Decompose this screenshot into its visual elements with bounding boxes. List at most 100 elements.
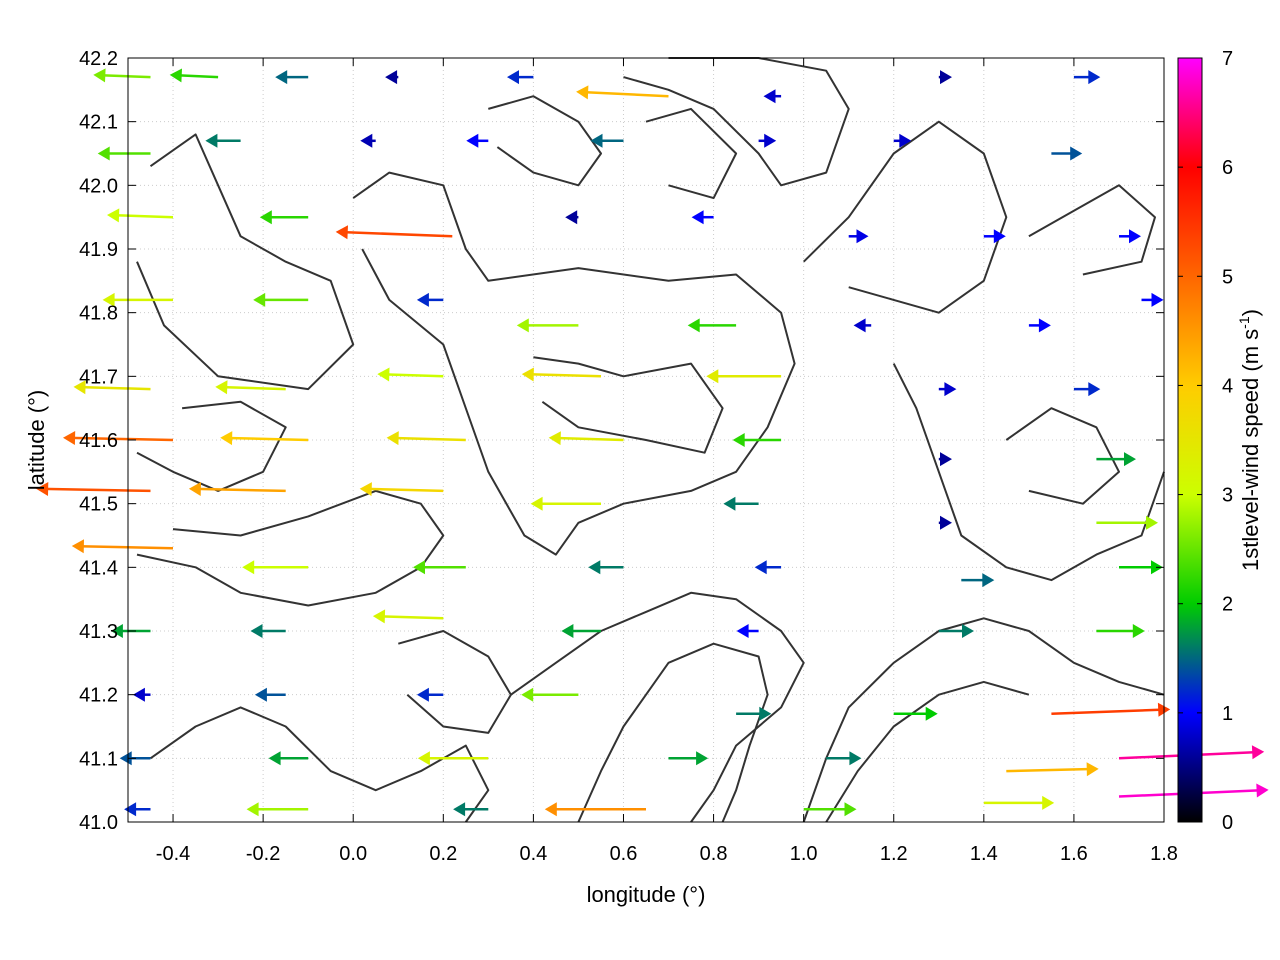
wind-vector-head xyxy=(124,802,137,817)
x-tick-label: 1.2 xyxy=(880,843,908,865)
x-tick-label: 0.2 xyxy=(429,843,457,865)
colorbar-tick-label: 1 xyxy=(1222,703,1233,725)
wind-vector-head xyxy=(732,433,745,447)
wind-vector-head xyxy=(377,367,390,382)
contour-line-11 xyxy=(136,489,445,607)
wind-vector xyxy=(275,70,309,85)
wind-vector xyxy=(250,624,286,638)
wind-vector xyxy=(588,560,624,575)
x-tick-label: 0.0 xyxy=(339,843,367,865)
wind-vector-head xyxy=(993,229,1006,244)
wind-vector-head xyxy=(944,382,957,397)
wind-vector xyxy=(521,687,579,702)
wind-vector xyxy=(205,133,241,148)
wind-vector-head xyxy=(372,609,386,624)
x-tick-label: 1.6 xyxy=(1060,843,1088,865)
wind-vector-head xyxy=(723,496,736,511)
wind-vector xyxy=(1096,624,1145,638)
wind-vector-head xyxy=(849,751,862,766)
wind-vectors xyxy=(36,68,1269,817)
wind-vector xyxy=(938,70,952,85)
wind-vector-head xyxy=(335,225,348,240)
wind-vector-head xyxy=(71,539,84,554)
wind-vector xyxy=(732,433,782,447)
wind-vector xyxy=(1119,229,1141,244)
wind-vector-head xyxy=(386,431,399,446)
wind-vector xyxy=(73,380,151,395)
colorbar-title-main: 1stlevel-wind speed (m s xyxy=(1238,329,1263,571)
contour-line-17 xyxy=(398,630,512,734)
wind-vector xyxy=(36,482,151,496)
wind-vector xyxy=(507,70,534,85)
wind-vector-head xyxy=(188,482,201,496)
wind-vector-shaft xyxy=(384,373,444,378)
wind-vector xyxy=(590,133,624,148)
wind-vector xyxy=(254,687,286,702)
wind-vector-shaft xyxy=(1051,708,1164,716)
wind-vector xyxy=(1051,702,1171,717)
wind-vector xyxy=(416,687,444,702)
colorbar-title-superscript: -1 xyxy=(1236,316,1252,329)
wind-vector xyxy=(530,496,601,511)
colorbar-tick-label: 6 xyxy=(1222,157,1233,179)
wind-vector-head xyxy=(853,318,866,333)
wind-vector-head xyxy=(548,431,561,446)
wind-vector xyxy=(691,210,714,225)
wind-vector-head xyxy=(736,624,749,638)
wind-vector-shaft xyxy=(222,385,286,391)
contour-line-2 xyxy=(533,356,724,454)
wind-vector-head xyxy=(844,802,857,817)
wind-vector xyxy=(169,68,219,83)
contour-line-15 xyxy=(825,680,1030,823)
wind-vector-shaft xyxy=(196,487,286,493)
wind-vector-head xyxy=(521,367,534,382)
wind-vector-head xyxy=(1042,795,1055,810)
wind-vector xyxy=(107,208,174,223)
contour-line-12 xyxy=(510,591,805,823)
colorbar-title-close: ) xyxy=(1238,309,1263,316)
contour-line-13 xyxy=(577,642,769,823)
wind-vector xyxy=(188,482,286,496)
wind-vector xyxy=(268,751,309,766)
wind-vector xyxy=(242,560,309,575)
wind-vector-head xyxy=(97,146,110,161)
wind-vector-head xyxy=(590,133,603,148)
y-tick-label: 41.5 xyxy=(79,494,118,516)
contour-line-3 xyxy=(488,95,602,187)
wind-vector-head xyxy=(962,624,974,638)
wind-vector-head xyxy=(1151,292,1164,307)
wind-vector xyxy=(359,482,444,496)
wind-vector xyxy=(246,802,309,817)
wind-vector xyxy=(466,133,489,148)
wind-vector-shaft xyxy=(227,436,309,442)
colorbar-ticks: 0 1 2 3 4 5 6 7 xyxy=(1178,48,1233,834)
wind-vector-head xyxy=(856,229,869,244)
wind-vector xyxy=(372,609,444,624)
wind-vector-head xyxy=(561,624,574,638)
wind-vector-head xyxy=(1146,515,1158,530)
wind-vector-head xyxy=(220,431,233,446)
wind-vector xyxy=(386,431,466,446)
wind-vector-head xyxy=(359,482,372,496)
wind-vector-head xyxy=(259,210,272,225)
wind-vector xyxy=(548,431,624,446)
wind-vector-head xyxy=(507,70,519,85)
wind-vector xyxy=(983,795,1055,810)
y-tick-label: 41.1 xyxy=(79,748,118,770)
colorbar-tick-label: 7 xyxy=(1222,48,1233,70)
contour-line-14 xyxy=(802,617,1165,823)
colorbar-tick-label: 3 xyxy=(1222,485,1233,507)
wind-vector xyxy=(516,318,579,333)
wind-vector-head xyxy=(246,802,259,817)
wind-vector-head xyxy=(416,687,429,702)
wind-vector xyxy=(803,802,857,817)
wind-vector xyxy=(1073,70,1101,85)
y-axis-title: latitude (°) xyxy=(24,390,49,491)
wind-vector-shaft xyxy=(114,213,174,219)
wind-vector-head xyxy=(940,70,952,85)
wind-vector-head xyxy=(982,573,995,588)
wind-vector xyxy=(124,802,151,817)
wind-vector xyxy=(893,706,938,721)
wind-vector-head xyxy=(254,687,267,702)
x-tick-label: 0.8 xyxy=(700,843,728,865)
